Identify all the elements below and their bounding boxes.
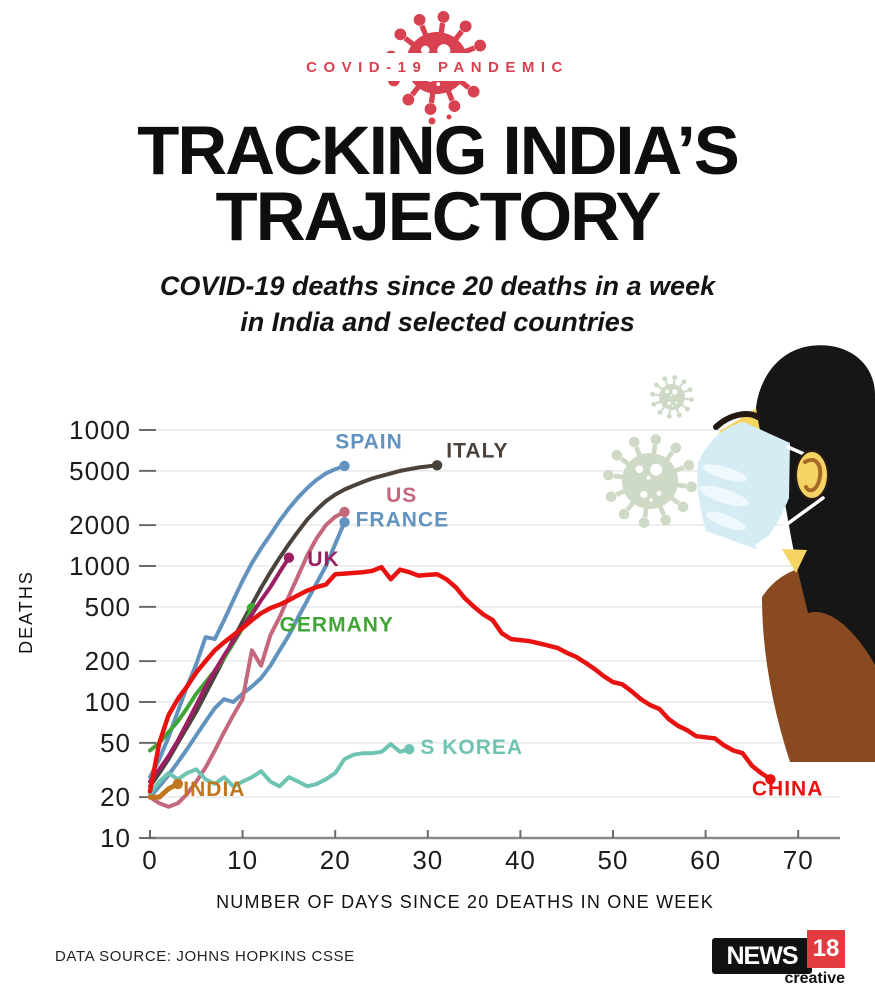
y-tick-label: 20 (100, 782, 131, 812)
y-tick-label: 50 (100, 728, 131, 758)
news18-logo: NEWS 18 creative (712, 930, 857, 990)
news18-logo-creative: creative (784, 970, 846, 987)
data-source: DATA SOURCE: JOHNS HOPKINS CSSE (55, 948, 355, 965)
country-label-china: CHINA (752, 778, 824, 801)
y-tick-label: 1000 (69, 551, 131, 581)
y-tick-label: 5000 (69, 456, 131, 486)
x-axis-title: NUMBER OF DAYS SINCE 20 DEATHS IN ONE WE… (216, 892, 714, 912)
series-endpoint-italy (431, 460, 443, 471)
series-line-france (148, 520, 347, 800)
x-tick-label: 70 (783, 845, 814, 875)
country-label-uk: UK (307, 548, 339, 571)
country-label-france: FRANCE (356, 509, 450, 532)
x-tick-label: 40 (505, 845, 536, 875)
x-tick-label: 50 (598, 845, 629, 875)
country-label-spain: SPAIN (335, 431, 403, 454)
series-endpoint-us (339, 506, 350, 518)
virus-droplet (446, 114, 452, 120)
country-label-germany: GERMANY (280, 614, 394, 637)
series-line-china (147, 564, 773, 794)
series-line-spain (148, 463, 347, 780)
y-tick-label: 2000 (69, 510, 131, 540)
series-endpoint-spain (339, 460, 350, 472)
series-endpoint-china (765, 774, 776, 785)
x-tick-label: 0 (142, 845, 157, 875)
series-endpoint-france (339, 517, 350, 528)
country-label-us: US (386, 484, 417, 507)
x-tick-label: 60 (690, 845, 721, 875)
kicker: COVID-19 PANDEMIC (280, 53, 595, 81)
series-endpoint-skorea (404, 744, 415, 755)
series-line-italy (148, 463, 440, 789)
x-tick-label: 30 (412, 845, 443, 875)
x-tick-label: 10 (227, 845, 258, 875)
news18-logo-18: 18 (807, 930, 845, 968)
virus-droplet (428, 117, 436, 125)
series-endpoint-uk (283, 552, 295, 563)
y-axis-title: DEATHS (16, 570, 36, 654)
country-label-skorea: S KOREA (420, 736, 523, 759)
series-line-skorea (148, 742, 412, 797)
series-line-uk (148, 555, 291, 784)
subtitle-line2: in India and selected countries (240, 307, 635, 337)
y-tick-label: 200 (85, 646, 131, 676)
subtitle: COVID-19 deaths since 20 deaths in a wee… (0, 268, 875, 340)
subtitle-line1: COVID-19 deaths since 20 deaths in a wee… (159, 271, 716, 301)
x-tick-label: 20 (320, 845, 351, 875)
title-line2: TRAJECTORY (215, 178, 662, 255)
y-tick-label: 10 (100, 823, 131, 853)
country-label-india: INDIA (183, 778, 245, 801)
y-tick-label: 1000 (69, 415, 131, 445)
title-line1: TRACKING INDIA’S (137, 112, 740, 189)
page-title: TRACKING INDIA’S TRAJECTORY (0, 116, 875, 251)
series-line-india (147, 781, 181, 800)
series-endpoint-india (172, 778, 183, 790)
news18-logo-news: NEWS (712, 938, 812, 974)
y-tick-label: 500 (85, 592, 131, 622)
series-line-us (148, 509, 347, 809)
country-label-italy: ITALY (446, 439, 508, 462)
y-tick-label: 100 (85, 687, 131, 717)
